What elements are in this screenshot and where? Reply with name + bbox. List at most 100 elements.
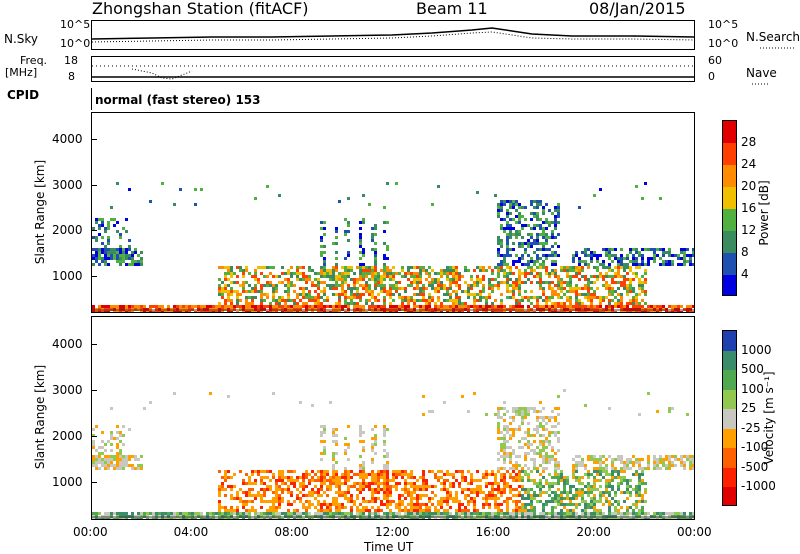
power-cell	[617, 305, 620, 308]
power-cell	[131, 257, 134, 260]
velocity-cell	[356, 509, 359, 512]
power-cell	[515, 287, 518, 290]
power-cell	[368, 203, 371, 206]
velocity-cell	[551, 506, 554, 509]
velocity-cell	[335, 503, 338, 506]
velocity-cell	[341, 494, 344, 497]
velocity-cell	[692, 512, 694, 515]
power-cell	[128, 305, 131, 308]
power-cell	[692, 263, 694, 266]
freq-tick-bottom: 8	[68, 70, 75, 83]
power-ytick-mark	[91, 184, 97, 186]
power-cell	[287, 299, 290, 302]
power-cell	[443, 284, 446, 287]
velocity-cell	[305, 476, 308, 479]
power-cell	[488, 284, 491, 287]
velocity-cell	[473, 488, 476, 491]
power-cell	[119, 260, 122, 263]
power-cell	[362, 272, 365, 275]
power-cell	[575, 251, 578, 254]
power-cell	[236, 305, 239, 308]
power-cell	[122, 251, 125, 254]
power-cell	[371, 305, 374, 308]
power-cell	[641, 305, 644, 308]
velocity-cell	[479, 479, 482, 482]
velocity-cell	[500, 518, 503, 519]
velocity-cell	[536, 500, 539, 503]
power-cell	[578, 305, 581, 308]
power-cell	[596, 266, 599, 269]
power-cell	[485, 299, 488, 302]
power-cell	[596, 254, 599, 257]
velocity-cell	[527, 452, 530, 455]
power-cell	[623, 269, 626, 272]
velocity-cell	[587, 458, 590, 461]
power-cell	[644, 182, 647, 185]
power-cell	[545, 233, 548, 236]
velocity-cell	[386, 470, 389, 473]
velocity-cell	[371, 449, 374, 452]
power-cell	[569, 302, 572, 305]
power-cell	[416, 278, 419, 281]
velocity-cell	[557, 497, 560, 500]
power-cell	[98, 251, 101, 254]
velocity-cell	[119, 458, 122, 461]
power-cell	[662, 260, 665, 263]
power-cell	[536, 260, 539, 263]
power-cell	[134, 305, 137, 308]
velocity-cell	[629, 485, 632, 488]
velocity-cell	[527, 479, 530, 482]
power-cell	[557, 215, 560, 218]
velocity-cell	[485, 470, 488, 473]
velocity-cell	[446, 500, 449, 503]
power-cell	[119, 245, 122, 248]
velocity-cell	[689, 458, 692, 461]
velocity-cell	[224, 494, 227, 497]
velocity-cell	[374, 443, 377, 446]
power-cell	[632, 302, 635, 305]
velocity-cell	[500, 479, 503, 482]
power-cell	[611, 287, 614, 290]
power-cell	[221, 287, 224, 290]
velocity-cell	[389, 488, 392, 491]
velocity-cell	[320, 470, 323, 473]
velocity-cell	[518, 485, 521, 488]
velocity-cell	[527, 503, 530, 506]
power-cell	[350, 299, 353, 302]
velocity-cell	[215, 518, 218, 519]
power-cell	[512, 305, 515, 308]
power-cell	[626, 257, 629, 260]
velocity-cell	[422, 488, 425, 491]
velocity-cell	[626, 485, 629, 488]
power-cell	[575, 254, 578, 257]
power-cell	[287, 284, 290, 287]
power-cell	[470, 284, 473, 287]
power-cell	[296, 296, 299, 299]
velocity-cell	[416, 494, 419, 497]
power-cell	[521, 305, 524, 308]
power-cell	[266, 296, 269, 299]
power-cell	[200, 188, 203, 191]
power-cell	[344, 278, 347, 281]
power-cell	[521, 299, 524, 302]
power-cell	[464, 305, 467, 308]
power-cell	[506, 281, 509, 284]
power-cell	[680, 251, 683, 254]
velocity-cell	[395, 506, 398, 509]
power-cell	[200, 305, 203, 308]
velocity-cell	[209, 518, 212, 519]
velocity-cell	[617, 476, 620, 479]
velocity-ytick-label: 4000	[52, 336, 83, 351]
velocity-cell	[95, 518, 98, 519]
velocity-cell	[314, 497, 317, 500]
velocity-cell	[524, 470, 527, 473]
power-cell	[278, 281, 281, 284]
power-cell	[116, 260, 119, 263]
power-cell	[635, 266, 638, 269]
velocity-cell	[488, 473, 491, 476]
power-cell	[308, 266, 311, 269]
power-cell	[653, 260, 656, 263]
velocity-cell	[275, 485, 278, 488]
power-cell	[548, 254, 551, 257]
power-cell	[500, 206, 503, 209]
